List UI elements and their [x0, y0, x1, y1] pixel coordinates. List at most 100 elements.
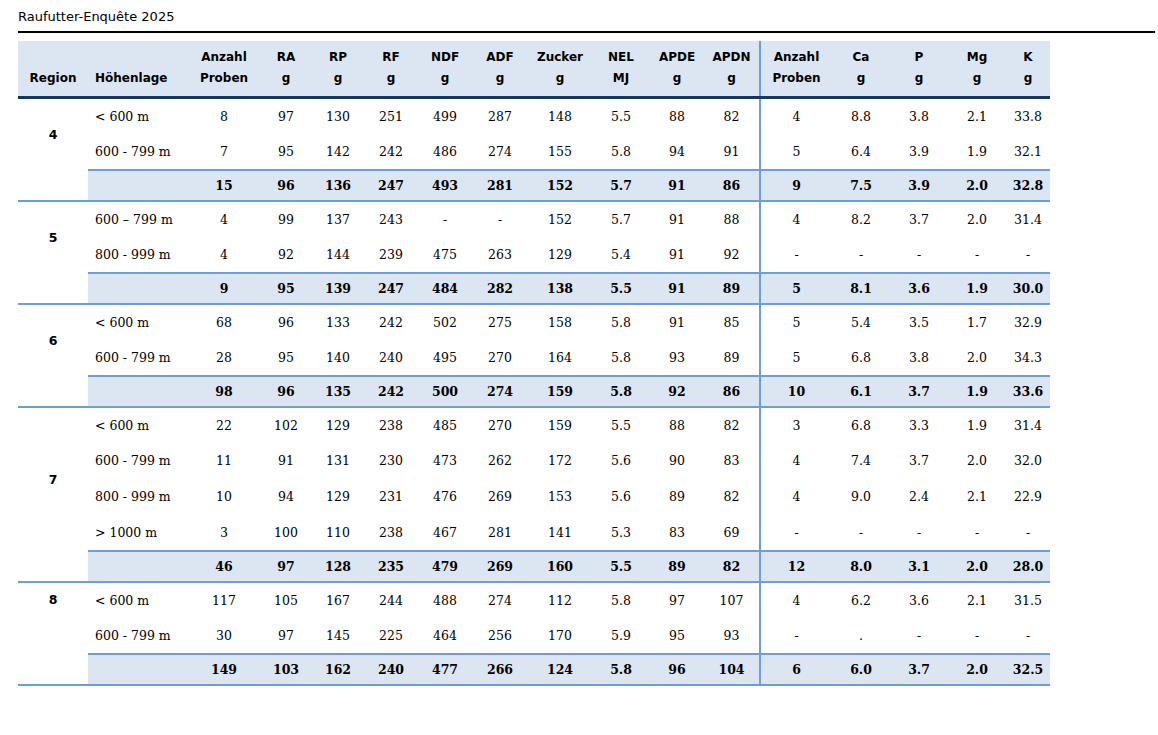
header-unit: g: [950, 68, 1004, 89]
value-cell: 97: [650, 582, 704, 618]
value-cell: 91: [260, 443, 312, 479]
total-value-cell: 5.8: [592, 376, 650, 407]
value-cell: 152: [528, 201, 592, 237]
value-cell: 102: [260, 407, 312, 443]
value-cell: -: [890, 237, 948, 273]
data-row: 600 - 799 m30971452254642561705.99593-.-…: [18, 618, 1050, 654]
total-value-cell: 8.1: [832, 273, 890, 304]
value-cell: 238: [364, 515, 418, 551]
hoehenlage-cell: < 600 m: [88, 407, 188, 443]
value-cell: 82: [704, 407, 760, 443]
value-cell: 130: [312, 98, 364, 134]
value-cell: 83: [650, 515, 704, 551]
value-cell: 95: [260, 134, 312, 170]
header-unit: g: [652, 68, 702, 89]
value-cell: 145: [312, 618, 364, 654]
value-cell: -: [948, 515, 1006, 551]
value-cell: 91: [650, 201, 704, 237]
value-cell: 1.7: [948, 304, 1006, 340]
value-cell: 5: [760, 340, 832, 376]
value-cell: 88: [650, 98, 704, 134]
value-cell: 30: [188, 618, 260, 654]
total-hoehenlage-cell: [88, 654, 188, 685]
total-value-cell: 128: [312, 551, 364, 582]
total-value-cell: 3.7: [890, 376, 948, 407]
header-unit: g: [314, 68, 362, 89]
value-cell: 9.0: [832, 479, 890, 515]
data-row: 7< 600 m221021292384852701595.5888236.83…: [18, 407, 1050, 443]
region-cell: 7: [18, 407, 88, 551]
value-cell: 5.8: [592, 304, 650, 340]
value-cell: 129: [528, 237, 592, 273]
region-spacer-cell: [18, 551, 88, 582]
total-value-cell: 138: [528, 273, 592, 304]
value-cell: 8.8: [832, 98, 890, 134]
header-cell: Mgg: [948, 41, 1006, 98]
value-cell: 33.8: [1006, 98, 1050, 134]
value-cell: -: [1006, 618, 1050, 654]
total-value-cell: 479: [418, 551, 472, 582]
value-cell: -: [832, 237, 890, 273]
value-cell: 5.4: [832, 304, 890, 340]
value-cell: 231: [364, 479, 418, 515]
total-value-cell: 3.7: [890, 654, 948, 685]
total-value-cell: 247: [364, 273, 418, 304]
value-cell: 5.3: [592, 515, 650, 551]
data-row: 4< 600 m8971302514992871485.5888248.83.8…: [18, 98, 1050, 134]
header-label: ADF: [474, 47, 526, 68]
value-cell: 2.1: [948, 582, 1006, 618]
value-cell: 4: [188, 237, 260, 273]
header-cell: AnzahlProben: [760, 41, 832, 98]
header-cell: NDFg: [418, 41, 472, 98]
value-cell: 4: [188, 201, 260, 237]
value-cell: 140: [312, 340, 364, 376]
data-row: 600 - 799 m7951422424862741555.8949156.4…: [18, 134, 1050, 170]
header-cell: Zuckerg: [528, 41, 592, 98]
total-value-cell: 3.9: [890, 170, 948, 201]
region-block: 4< 600 m8971302514992871485.5888248.83.8…: [18, 98, 1050, 201]
data-row: 600 - 799 m28951402404952701645.8938956.…: [18, 340, 1050, 376]
value-cell: 4: [760, 582, 832, 618]
total-value-cell: 8.0: [832, 551, 890, 582]
value-cell: 82: [704, 98, 760, 134]
value-cell: 5.6: [592, 443, 650, 479]
raufutter-table: RegionHöhenlageAnzahlProbenRAgRPgRFgNDFg…: [18, 41, 1050, 686]
total-value-cell: 95: [260, 273, 312, 304]
value-cell: 240: [364, 340, 418, 376]
total-value-cell: 139: [312, 273, 364, 304]
value-cell: 91: [650, 304, 704, 340]
total-value-cell: 1.9: [948, 273, 1006, 304]
value-cell: 3: [760, 407, 832, 443]
value-cell: 99: [260, 201, 312, 237]
total-value-cell: 500: [418, 376, 472, 407]
value-cell: -: [760, 618, 832, 654]
total-value-cell: 3.1: [890, 551, 948, 582]
region-cell: 6: [18, 304, 88, 376]
total-value-cell: 7.5: [832, 170, 890, 201]
value-cell: -: [890, 618, 948, 654]
data-row: 800 - 999 m10941292314762691535.6898249.…: [18, 479, 1050, 515]
total-value-cell: 89: [704, 273, 760, 304]
value-cell: 251: [364, 98, 418, 134]
value-cell: 1.9: [948, 407, 1006, 443]
value-cell: 112: [528, 582, 592, 618]
value-cell: 144: [312, 237, 364, 273]
header-cell: RFg: [364, 41, 418, 98]
value-cell: 499: [418, 98, 472, 134]
total-value-cell: 5: [760, 273, 832, 304]
value-cell: 32.0: [1006, 443, 1050, 479]
value-cell: -: [418, 201, 472, 237]
hoehenlage-cell: 600 - 799 m: [88, 134, 188, 170]
total-value-cell: 493: [418, 170, 472, 201]
header-label: P: [892, 47, 946, 68]
total-value-cell: 1.9: [948, 376, 1006, 407]
value-cell: 5.5: [592, 407, 650, 443]
value-cell: 502: [418, 304, 472, 340]
total-value-cell: 136: [312, 170, 364, 201]
value-cell: 5.9: [592, 618, 650, 654]
value-cell: 3.5: [890, 304, 948, 340]
header-label: K: [1008, 47, 1048, 68]
value-cell: 8.2: [832, 201, 890, 237]
value-cell: -: [948, 618, 1006, 654]
total-value-cell: 160: [528, 551, 592, 582]
